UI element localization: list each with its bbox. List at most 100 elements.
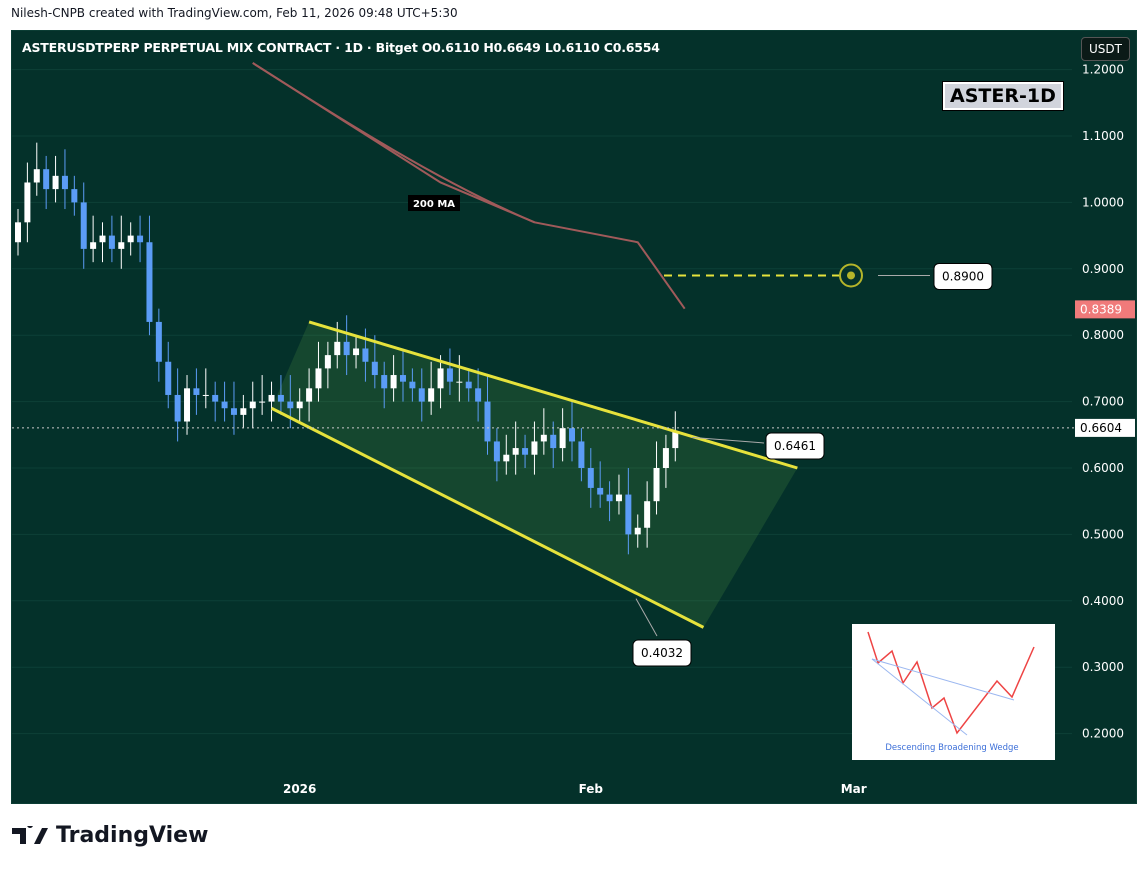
candle-up	[615, 494, 622, 502]
candle-down	[277, 394, 284, 402]
resistance-leader	[691, 436, 765, 444]
candle-down	[108, 235, 115, 249]
target-label: 0.8900	[942, 269, 984, 283]
candle-up	[559, 428, 566, 449]
candle-up	[334, 341, 341, 356]
candle-up	[353, 348, 360, 356]
candle-down	[71, 189, 78, 203]
candle-down	[550, 434, 557, 449]
candle-down	[475, 388, 482, 402]
inset-lower-line	[871, 658, 968, 736]
candle-down	[193, 388, 200, 395]
candle-down	[484, 401, 491, 442]
candle-up	[118, 242, 125, 249]
candle-up	[634, 527, 641, 535]
candle-down	[606, 494, 613, 502]
tradingview-logo[interactable]: TradingView	[12, 823, 208, 848]
candle-down	[43, 169, 50, 190]
candle-up	[259, 401, 266, 403]
y-tick-label: 0.5000	[1082, 527, 1124, 541]
candle-up	[503, 454, 510, 462]
target-circle-icon	[839, 263, 863, 288]
candle-down	[446, 368, 453, 382]
chart-canvas[interactable]: 1.2000 1.1000 1.0000 0.9000 0.8000 0.7000 0.60…	[12, 31, 1136, 803]
credit-line: Nilesh-CNPB created with TradingView.com…	[11, 6, 458, 20]
ma-200-line	[252, 62, 535, 224]
ma-label-bg	[408, 195, 460, 211]
candle-down	[493, 441, 500, 462]
candle-up	[324, 355, 331, 369]
candle-up	[531, 441, 538, 455]
resistance-label-bg	[765, 432, 825, 460]
candle-up	[672, 431, 679, 449]
candle-up	[249, 401, 256, 409]
candle-down	[625, 494, 632, 535]
candle-up	[644, 501, 651, 528]
candle-down	[578, 441, 585, 468]
candle-up	[15, 222, 21, 243]
tv-logo-icon	[12, 825, 48, 844]
candle-up	[662, 448, 669, 468]
candle-up	[306, 388, 313, 402]
resistance-label: 0.6461	[774, 439, 816, 453]
candle-down	[587, 468, 594, 488]
candle-up	[240, 408, 247, 415]
chart-frame[interactable]: 1.2000 1.1000 1.0000 0.9000 0.8000 0.7000 0.60…	[11, 30, 1137, 804]
candle-up	[33, 169, 40, 183]
candle-up	[52, 175, 59, 190]
target-dot-icon	[847, 271, 855, 280]
x-tick-label: 2026	[283, 782, 316, 796]
candle-up	[24, 182, 31, 223]
candle-up	[127, 235, 134, 243]
candle-down	[343, 341, 350, 356]
inset-zigzag	[867, 631, 1035, 735]
candle-down	[362, 348, 369, 362]
candle-down	[137, 235, 144, 243]
logo-text: TradingView	[56, 823, 209, 848]
wedge-upper-line	[308, 320, 798, 470]
candle-up	[437, 368, 444, 389]
y-tick-label: 0.4000	[1082, 594, 1124, 608]
y-tick-label: 0.8000	[1082, 328, 1124, 342]
candle-down	[597, 487, 604, 495]
candle-up	[390, 375, 397, 389]
candle-down	[418, 388, 425, 402]
candle-down	[80, 202, 87, 249]
symbol-title: ASTERUSDTPERP PERPETUAL MIX CONTRACT · 1…	[22, 40, 660, 55]
price-label: 0.6604	[1080, 421, 1122, 435]
y-tick-label: 0.2000	[1082, 727, 1124, 741]
y-tick-label: 0.9000	[1082, 262, 1124, 276]
candle-up	[184, 388, 191, 422]
ma-200-line	[252, 62, 686, 310]
currency-button[interactable]: USDT	[1081, 37, 1130, 61]
candle-up	[456, 381, 463, 383]
candle-up	[296, 401, 303, 409]
price-label-bg	[1075, 300, 1135, 319]
candle-down	[165, 361, 172, 395]
ma-label: 200 MA	[413, 199, 455, 210]
y-tick-label: 1.2000	[1082, 63, 1124, 77]
low-label-bg	[632, 639, 692, 667]
candle-down	[146, 242, 153, 322]
y-tick-label: 0.3000	[1082, 660, 1124, 674]
y-tick-label: 1.1000	[1082, 129, 1124, 143]
x-tick-label: Feb	[579, 782, 604, 796]
candle-up	[540, 434, 547, 442]
wedge-lower-line	[270, 406, 705, 629]
x-tick-label: Mar	[841, 782, 867, 796]
candle-up	[315, 368, 322, 389]
candle-up	[268, 394, 275, 402]
candle-up	[202, 394, 209, 396]
candle-down	[287, 401, 294, 409]
candle-up	[512, 448, 519, 455]
candle-down	[155, 321, 162, 362]
candle-down	[381, 375, 388, 389]
inset-caption: Descending Broadening Wedge	[885, 743, 1018, 753]
candle-down	[212, 394, 219, 402]
candle-down	[61, 175, 68, 190]
y-tick-label: 0.6000	[1082, 461, 1124, 475]
candle-down	[399, 375, 406, 382]
candle-down	[522, 448, 529, 455]
target-label-bg	[933, 262, 993, 290]
candle-up	[428, 388, 435, 402]
